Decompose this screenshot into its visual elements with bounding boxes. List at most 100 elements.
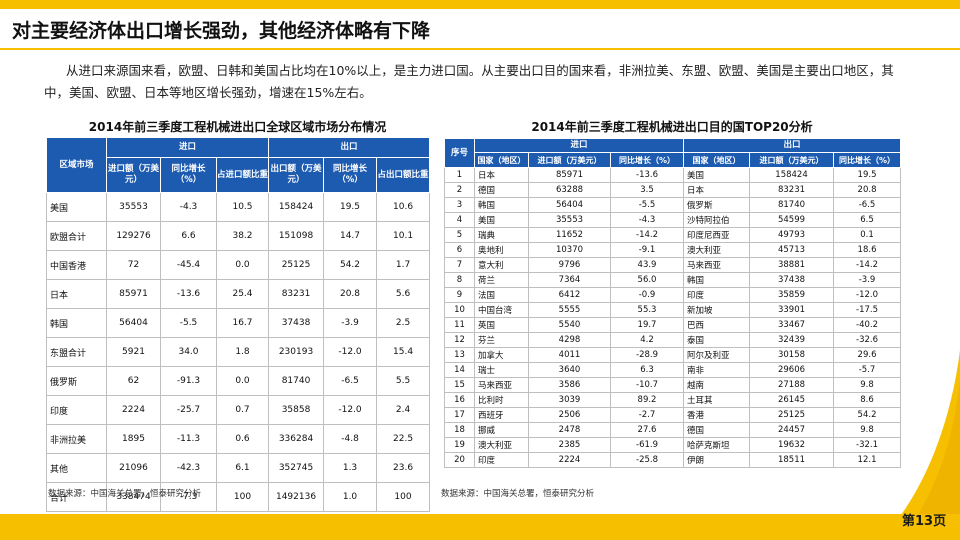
top20-table: 序号 进口 出口 国家（地区） 进口额（万美元） 同比增长（%） 国家（地区） … — [444, 138, 902, 468]
table-cell: 35859 — [749, 287, 835, 303]
table-cell: 352745 — [268, 453, 325, 483]
table-cell: 83231 — [749, 182, 835, 198]
table-cell: 56404 — [106, 308, 161, 338]
table-row: 9 法国 6412 -0.9 印度 35859 -12.0 — [444, 287, 902, 303]
table-cell: 韩国 — [46, 308, 107, 338]
table-cell: 4 — [444, 212, 475, 228]
table-row: 20 印度 2224 -25.8 伊朗 18511 12.1 — [444, 452, 902, 468]
table-cell: -91.3 — [160, 366, 217, 396]
table-cell: 5 — [444, 227, 475, 243]
header-growth: 同比增长（%） — [609, 152, 685, 168]
table-row: 美国 35553 -4.3 10.5 158424 19.5 10.6 — [46, 192, 431, 222]
bottom-accent-bar — [0, 514, 960, 540]
table-cell: 伊朗 — [683, 452, 751, 468]
table-cell: 印度 — [474, 452, 529, 468]
table-cell: 100 — [215, 482, 270, 512]
table-cell: 12.1 — [833, 452, 902, 468]
table-cell: 12 — [444, 332, 475, 348]
table-cell: 10370 — [528, 242, 611, 258]
table-cell: 17 — [444, 407, 475, 423]
table-cell: 15 — [444, 377, 475, 393]
table-cell: 16 — [444, 392, 475, 408]
table-cell: 89.2 — [609, 392, 685, 408]
table-cell: 日本 — [46, 279, 107, 309]
table-cell: 10.5 — [215, 192, 270, 222]
table-cell: 6 — [444, 242, 475, 258]
table-cell: 马来西亚 — [683, 257, 751, 273]
table-cell: 38.2 — [215, 221, 270, 251]
header-seq: 序号 — [444, 138, 475, 168]
header-import-share: 占进口额比重 — [215, 157, 270, 193]
table-cell: 20 — [444, 452, 475, 468]
table-cell: 0.6 — [215, 424, 270, 454]
table-row: 10 中国台湾 5555 55.3 新加坡 33901 -17.5 — [444, 302, 902, 318]
left-table-caption: 2014年前三季度工程机械进出口全球区域市场分布情况 — [88, 120, 387, 134]
table-cell: 0.0 — [215, 250, 270, 280]
table-cell: -32.6 — [833, 332, 902, 348]
table-cell: 荷兰 — [474, 272, 529, 288]
table-cell: 5.6 — [376, 279, 431, 309]
table-cell: 1 — [444, 167, 475, 183]
table-cell: -7.3 — [160, 482, 217, 512]
table-cell: 8.6 — [833, 392, 902, 408]
table-row: 16 比利时 3039 89.2 土耳其 26145 8.6 — [444, 392, 902, 408]
table-cell: 2478 — [528, 422, 611, 438]
table-cell: 37438 — [268, 308, 325, 338]
table-cell: 德国 — [474, 182, 529, 198]
table-cell: 19632 — [749, 437, 835, 453]
table-cell: 45713 — [749, 242, 835, 258]
right-source-note: 数据来源：中国海关总署，恒泰研究分析 — [441, 489, 595, 499]
table-cell: -61.9 — [609, 437, 685, 453]
table-cell: -40.2 — [833, 317, 902, 333]
table-cell: 0.1 — [833, 227, 902, 243]
table-cell: 2 — [444, 182, 475, 198]
table-cell: 0.7 — [215, 395, 270, 425]
table-cell: 巴西 — [683, 317, 751, 333]
table-row: 2 德国 63288 3.5 日本 83231 20.8 — [444, 182, 902, 198]
table-cell: 法国 — [474, 287, 529, 303]
table-cell: 4298 — [528, 332, 611, 348]
table-cell: 18.6 — [833, 242, 902, 258]
header-export-growth: 同比增长（%） — [323, 157, 378, 193]
table-cell: -9.1 — [609, 242, 685, 258]
table-cell: -28.9 — [609, 347, 685, 363]
table-cell: 81740 — [749, 197, 835, 213]
header-export-amount: 出口额（万美元） — [268, 157, 325, 193]
table-cell: 哈萨克斯坦 — [683, 437, 751, 453]
table-cell: 35553 — [528, 212, 611, 228]
table-cell: 14.7 — [323, 221, 378, 251]
left-source-note: 数据来源：中国海关总署，恒泰研究分析 — [48, 489, 202, 499]
table-cell: 34.0 — [160, 337, 217, 367]
table-cell: 美国 — [46, 192, 107, 222]
table-cell: 阿尔及利亚 — [683, 347, 751, 363]
table-cell: -13.6 — [160, 279, 217, 309]
table-cell: 韩国 — [683, 272, 751, 288]
table-cell: 2385 — [528, 437, 611, 453]
header-export: 出口 — [268, 137, 431, 158]
region-market-table: 区域市场 进口 出口 进口额（万美元） 同比增长（%） 占进口额比重 出口额（万… — [46, 137, 431, 512]
table-cell: 瑞典 — [474, 227, 529, 243]
table-cell: 日本 — [474, 167, 529, 183]
table-cell: 35553 — [106, 192, 161, 222]
table-cell: 56404 — [528, 197, 611, 213]
table-cell: 3586 — [528, 377, 611, 393]
table-row: 欧盟合计 129276 6.6 38.2 151098 14.7 10.1 — [46, 221, 431, 251]
table-row: 11 英国 5540 19.7 巴西 33467 -40.2 — [444, 317, 902, 333]
table-cell: -42.3 — [160, 453, 217, 483]
table-cell: 85971 — [528, 167, 611, 183]
header-export-amount: 进口额（万美元） — [749, 152, 835, 168]
top-accent-bar — [0, 0, 960, 9]
table-cell: -10.7 — [609, 377, 685, 393]
table-cell: -4.8 — [323, 424, 378, 454]
table-row: 1 日本 85971 -13.6 美国 158424 19.5 — [444, 167, 902, 183]
table-cell: 14 — [444, 362, 475, 378]
table-cell: 13 — [444, 347, 475, 363]
table-cell: 越南 — [683, 377, 751, 393]
table-cell: 4011 — [528, 347, 611, 363]
table-cell: 澳大利亚 — [474, 437, 529, 453]
table-cell: -25.7 — [160, 395, 217, 425]
table-cell: 56.0 — [609, 272, 685, 288]
table-cell: 2.5 — [376, 308, 431, 338]
table-row: 韩国 56404 -5.5 16.7 37438 -3.9 2.5 — [46, 308, 431, 338]
table-cell: 2224 — [106, 395, 161, 425]
